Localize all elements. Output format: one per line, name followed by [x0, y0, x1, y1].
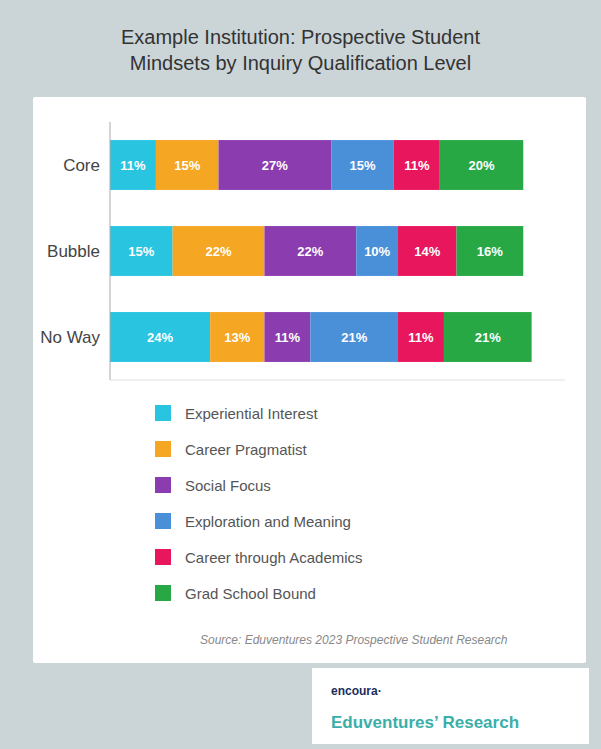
bar-segment — [331, 140, 394, 190]
bar-segment — [356, 226, 398, 276]
source: Source: Eduventures 2023 Prospective Stu… — [200, 633, 508, 647]
x-axis — [110, 380, 565, 381]
panel — [33, 97, 586, 663]
data-label: 11% — [275, 330, 301, 345]
data-label: 14% — [414, 244, 440, 259]
bar-segment — [264, 226, 356, 276]
data-label: 21% — [475, 330, 501, 345]
data-label: 16% — [477, 244, 503, 259]
subtitle: Mindsets by Inquiry Qualification Level — [130, 52, 471, 74]
legend-swatch — [155, 585, 171, 601]
data-label: 15% — [128, 244, 154, 259]
legend-label: Career through Academics — [185, 549, 363, 566]
y-axis — [110, 122, 111, 380]
footer-name: Eduventures’ Research — [331, 713, 519, 732]
legend-label: Career Pragmatist — [185, 441, 308, 458]
background — [0, 0, 601, 749]
chart-root: Example Institution: Prospective Student… — [0, 0, 601, 749]
bar-segment — [394, 140, 440, 190]
bar-segment — [440, 140, 523, 190]
bar-segment — [398, 312, 444, 362]
data-label: 22% — [206, 244, 232, 259]
data-label: 11% — [408, 330, 434, 345]
legend-swatch — [155, 477, 171, 493]
bar-segment — [110, 140, 156, 190]
bar-segment — [110, 226, 173, 276]
legend-label: Social Focus — [185, 477, 271, 494]
bar-segment — [398, 226, 456, 276]
legend-label: Experiential Interest — [185, 405, 318, 422]
y-tick-label: Core — [63, 156, 100, 175]
data-label: 10% — [364, 244, 390, 259]
legend-label: Grad School Bound — [185, 585, 316, 602]
data-label: 11% — [404, 158, 430, 173]
bar-segment — [310, 312, 398, 362]
bar-segment — [444, 312, 532, 362]
data-label: 13% — [224, 330, 250, 345]
bar-segment — [456, 226, 523, 276]
bar-segment — [156, 140, 219, 190]
bar-segment — [219, 140, 332, 190]
bar-segment — [173, 226, 265, 276]
data-label: 22% — [297, 244, 323, 259]
data-labels: 11% 15% 27% 15% 11% 20% 15% 22% 22% 10% 14% 16% 24% 1… — [120, 158, 503, 345]
data-label: 27% — [262, 158, 288, 173]
y-tick-label: Bubble — [47, 242, 100, 261]
legend-swatch — [155, 513, 171, 529]
data-label: 20% — [468, 158, 494, 173]
legend-swatch — [155, 405, 171, 421]
legend-label: Exploration and Meaning — [185, 513, 351, 530]
footer-box — [312, 668, 589, 744]
y-tick-label: No Way — [40, 328, 100, 347]
title: Example Institution: Prospective Student — [121, 26, 481, 48]
data-label: 21% — [341, 330, 367, 345]
bars — [110, 140, 532, 362]
bar-segment — [110, 312, 210, 362]
bar-segment — [264, 312, 310, 362]
legend-swatch — [155, 549, 171, 565]
data-label: 11% — [120, 158, 146, 173]
bar-segment — [210, 312, 264, 362]
data-label: 15% — [174, 158, 200, 173]
footer-brand: encoura· — [331, 684, 382, 698]
legend-swatch — [155, 441, 171, 457]
data-label: 24% — [147, 330, 173, 345]
data-label: 15% — [350, 158, 376, 173]
